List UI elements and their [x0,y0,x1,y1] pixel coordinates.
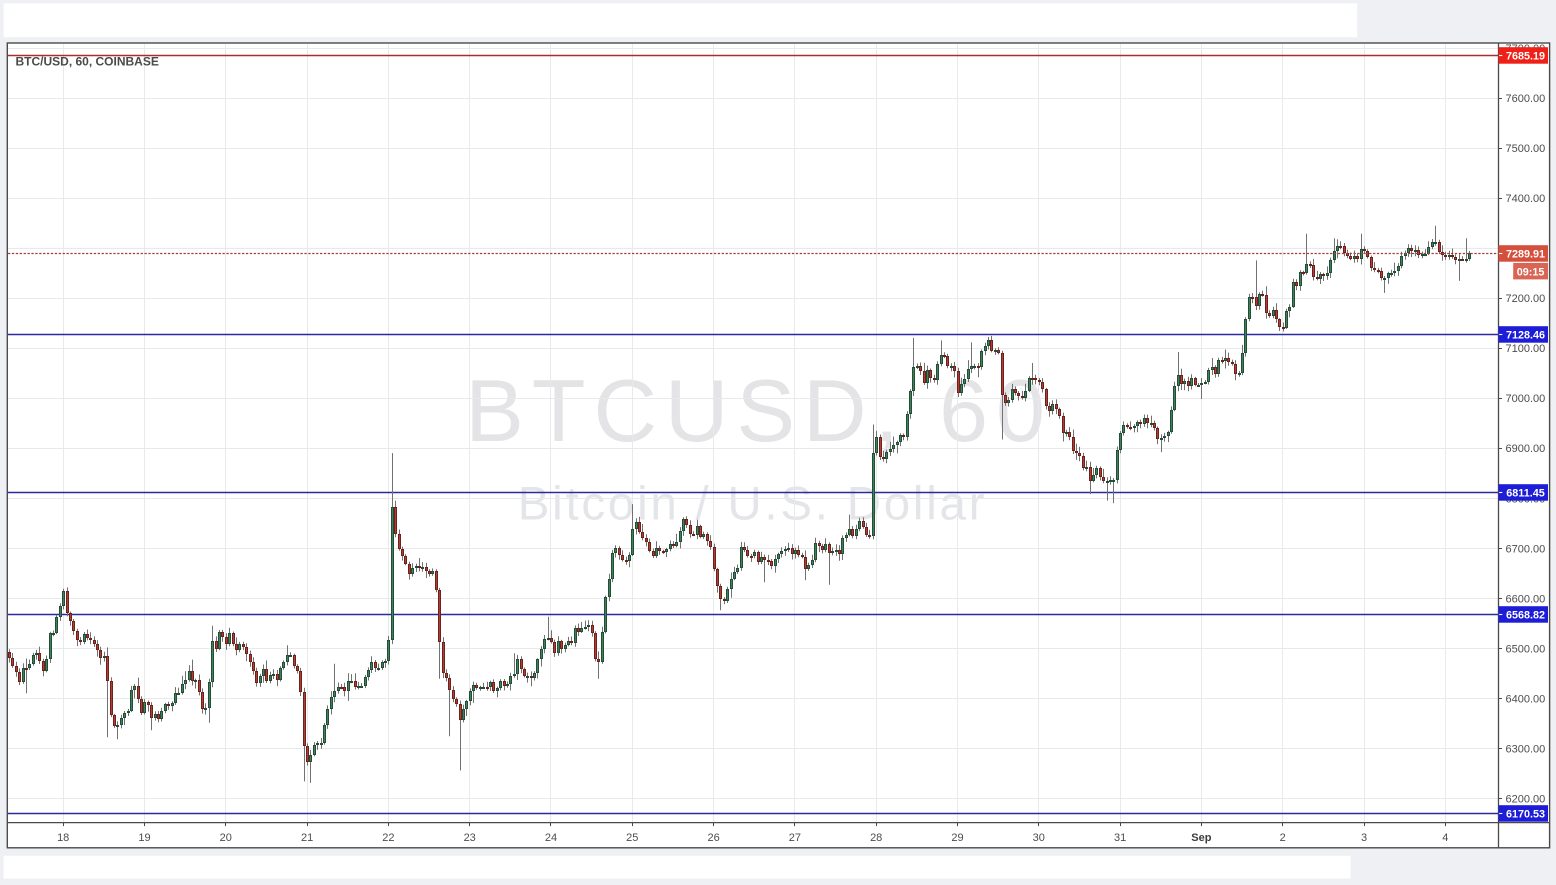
svg-text:Sep: Sep [1191,832,1211,844]
svg-text:BTCUSD, 60: BTCUSD, 60 [465,361,1053,460]
svg-text:27: 27 [789,832,801,844]
svg-text:7128.46: 7128.46 [1506,330,1545,342]
svg-text:20: 20 [220,832,232,844]
svg-text:7289.91: 7289.91 [1506,249,1545,261]
svg-text:6900.00: 6900.00 [1506,443,1546,455]
svg-text:6500.00: 6500.00 [1506,644,1546,656]
svg-text:25: 25 [626,832,638,844]
svg-text:6400.00: 6400.00 [1506,694,1546,706]
svg-text:24: 24 [545,832,557,844]
svg-text:28: 28 [870,832,882,844]
svg-text:18: 18 [57,832,69,844]
svg-text:22: 22 [382,832,394,844]
svg-text:21: 21 [301,832,313,844]
svg-text:6300.00: 6300.00 [1506,744,1546,756]
svg-text:7000.00: 7000.00 [1506,393,1546,405]
svg-text:7600.00: 7600.00 [1506,93,1546,105]
svg-text:7100.00: 7100.00 [1506,343,1546,355]
svg-text:6568.82: 6568.82 [1506,610,1545,622]
svg-text:19: 19 [138,832,150,844]
svg-text:6170.53: 6170.53 [1506,809,1545,821]
svg-text:BTC/USD, 60, COINBASE: BTC/USD, 60, COINBASE [16,55,159,69]
svg-text:6200.00: 6200.00 [1506,794,1546,806]
svg-text:31: 31 [1114,832,1126,844]
svg-text:7685.19: 7685.19 [1506,51,1545,63]
svg-text:6811.45: 6811.45 [1506,488,1544,500]
svg-text:2: 2 [1280,832,1286,844]
svg-text:30: 30 [1033,832,1045,844]
svg-text:6600.00: 6600.00 [1506,593,1546,605]
svg-text:Bitcoin / U.S. Dollar: Bitcoin / U.S. Dollar [518,478,988,531]
svg-text:7400.00: 7400.00 [1506,193,1546,205]
svg-text:29: 29 [951,832,963,844]
svg-text:7200.00: 7200.00 [1506,293,1546,305]
svg-text:09:15: 09:15 [1517,266,1545,278]
svg-text:6700.00: 6700.00 [1506,543,1546,555]
svg-text:23: 23 [464,832,476,844]
svg-text:3: 3 [1361,832,1367,844]
svg-text:4: 4 [1442,832,1448,844]
svg-text:7500.00: 7500.00 [1506,143,1546,155]
svg-text:26: 26 [707,832,719,844]
